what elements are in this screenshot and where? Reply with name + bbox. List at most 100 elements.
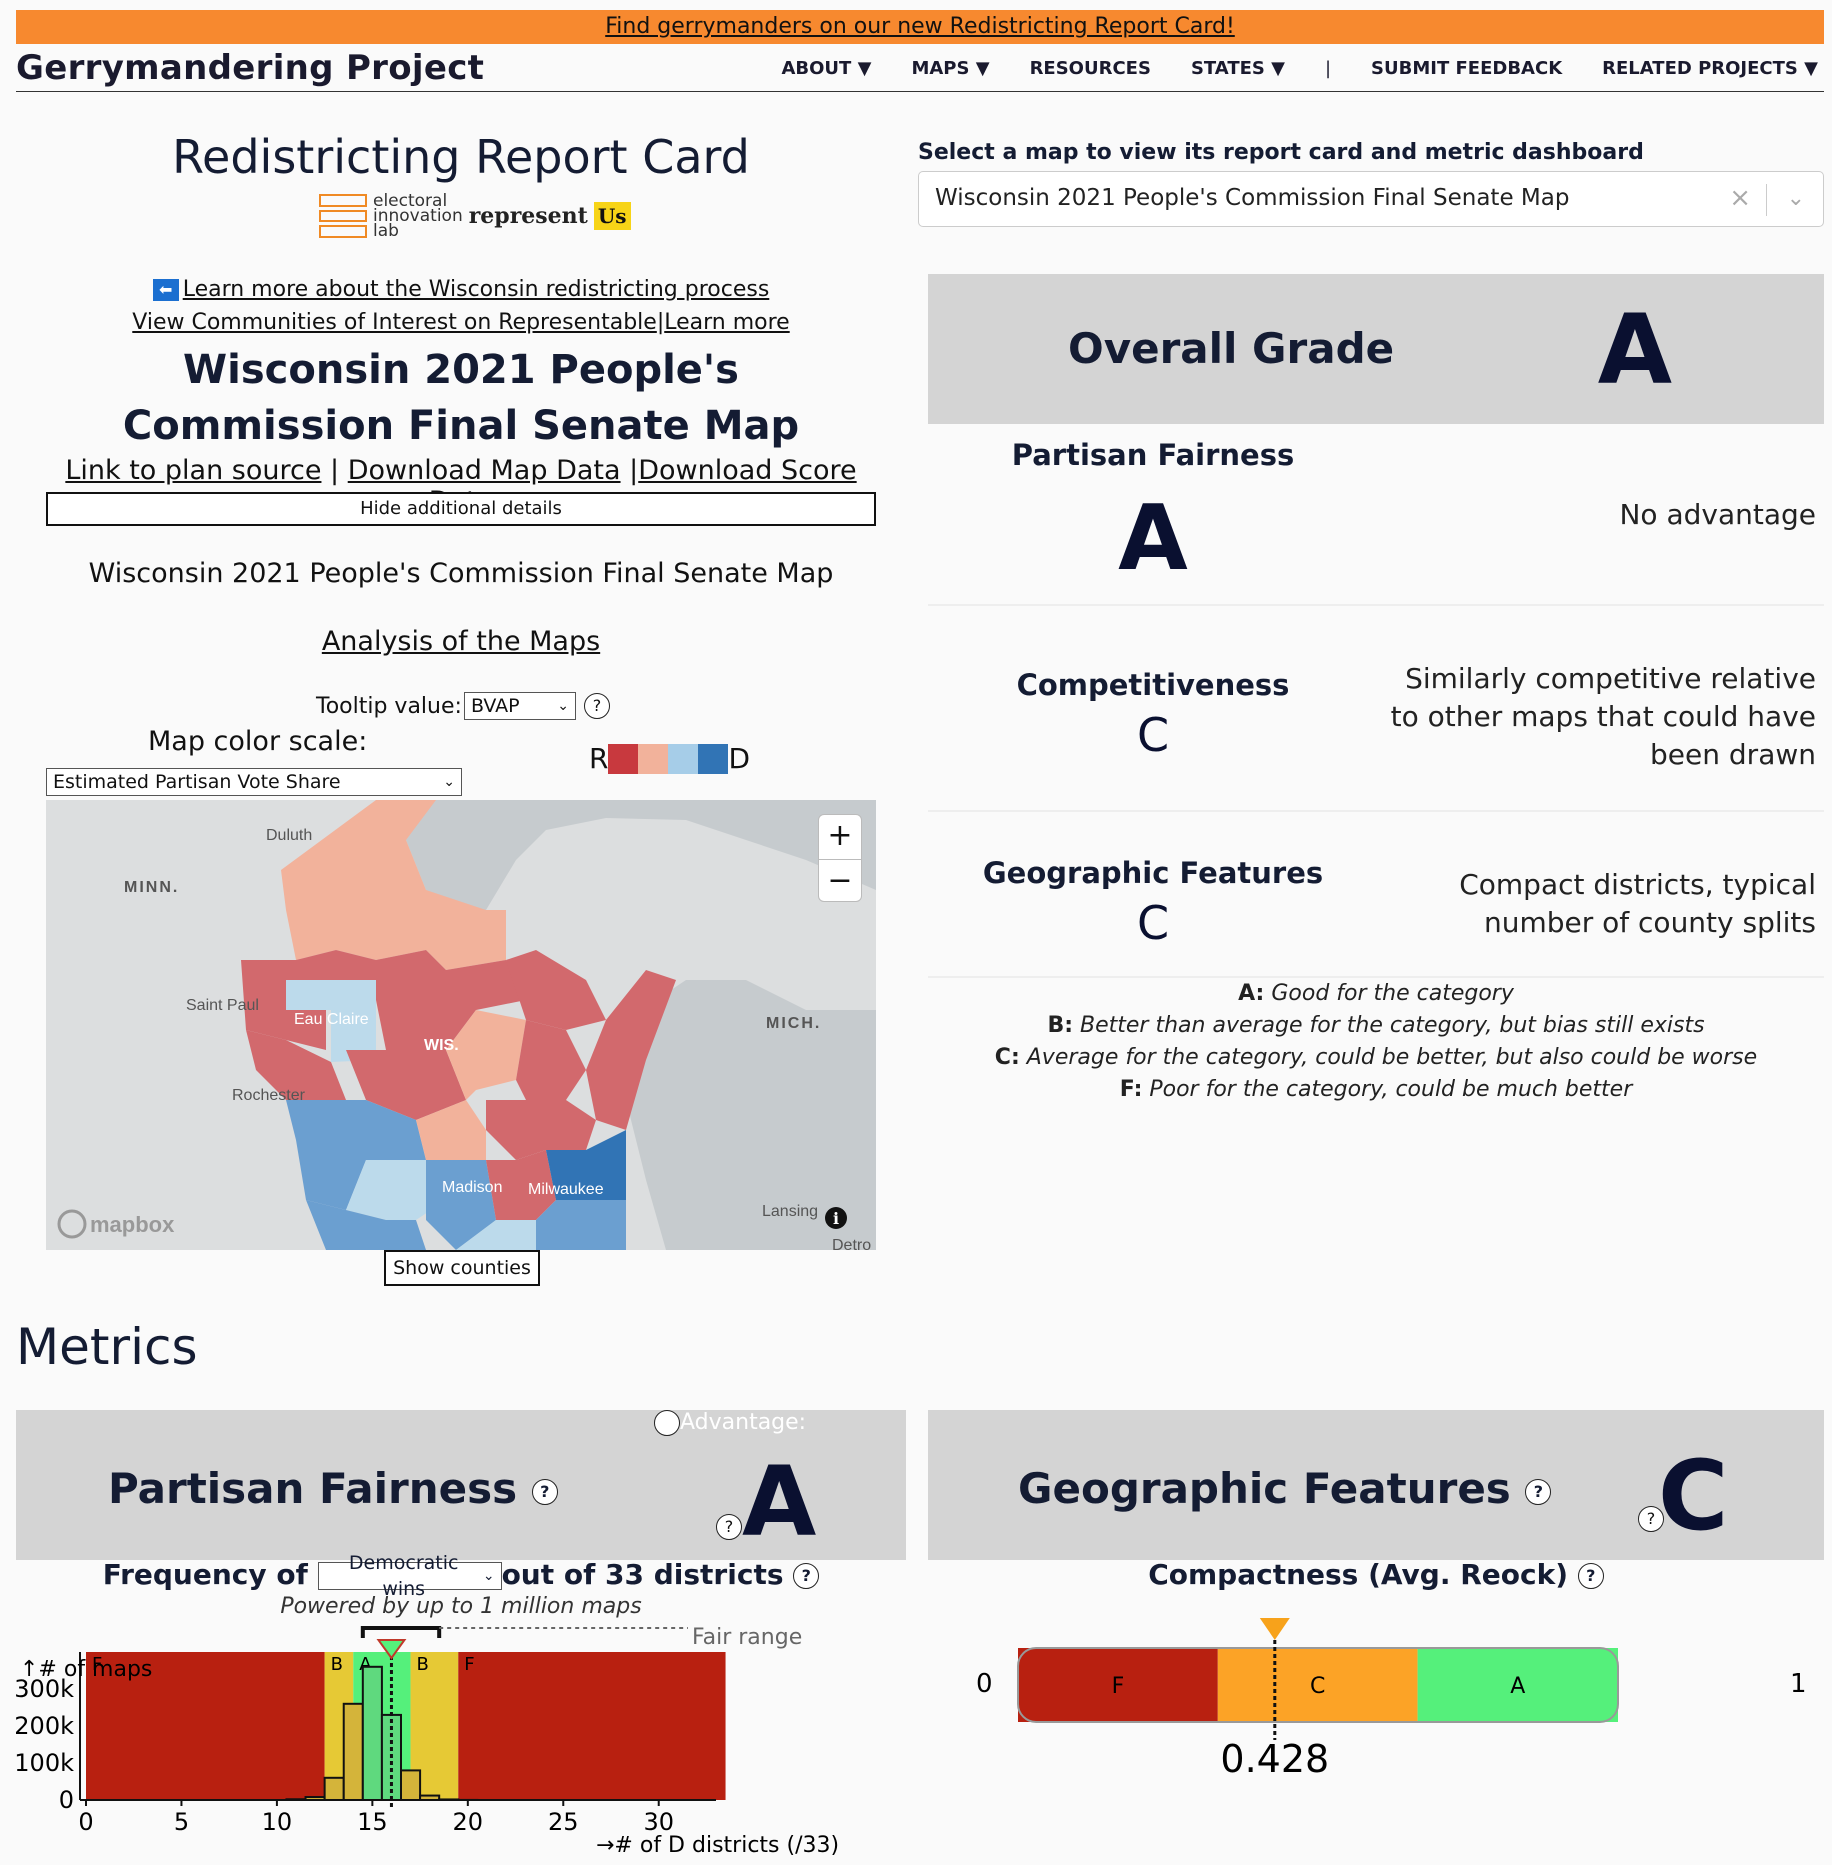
tooltip-select[interactable]: BVAP ⌄	[463, 692, 576, 720]
clear-icon[interactable]: ×	[1729, 183, 1751, 213]
show-counties-button[interactable]: Show counties	[384, 1250, 540, 1286]
district[interactable]	[506, 950, 606, 1030]
category-grade: C	[1136, 708, 1170, 762]
help-icon[interactable]: ?	[1638, 1506, 1664, 1532]
analysis-link[interactable]: Analysis of the Maps	[321, 626, 601, 657]
map-label-milwaukee: Milwaukee	[528, 1181, 604, 1198]
powered-by-note: Powered by up to 1 million maps	[280, 1594, 642, 1619]
help-icon[interactable]: ?	[793, 1563, 820, 1589]
district[interactable]	[426, 1160, 496, 1250]
help-icon[interactable]: ?	[1525, 1478, 1552, 1505]
advantage-label: ? Advantage:	[654, 1410, 806, 1436]
district[interactable]	[516, 1020, 586, 1100]
tooltip-label: Tooltip value:	[316, 693, 462, 719]
help-icon[interactable]: ?	[1577, 1563, 1604, 1589]
district[interactable]	[546, 1130, 626, 1200]
frequency-select[interactable]: Democratic wins ⌄	[317, 1552, 502, 1600]
district[interactable]	[346, 1050, 466, 1120]
district[interactable]	[346, 1160, 446, 1220]
tooltip-select-value: BVAP	[470, 695, 520, 717]
district-map[interactable]: Duluth MINN. Saint Paul Eau Claire WIS. …	[46, 800, 876, 1250]
grade-zone-label: B	[417, 1654, 429, 1675]
map-label-rochester: Rochester	[232, 1087, 306, 1104]
map-label-eau-claire: Eau Claire	[294, 1011, 369, 1028]
nav-resources[interactable]: RESOURCES	[1029, 58, 1151, 79]
plan-source-link[interactable]: Link to plan source	[65, 455, 322, 486]
district[interactable]	[306, 1200, 426, 1250]
x-tick-label: 10	[262, 1808, 293, 1836]
district[interactable]	[586, 970, 676, 1130]
y-axis-label: ↑# of maps	[20, 1657, 152, 1682]
geographic-features-metric-header: Geographic Features ? ? C	[928, 1410, 1824, 1560]
district[interactable]	[456, 1220, 536, 1250]
info-icon[interactable]	[825, 1207, 847, 1229]
help-icon[interactable]: ?	[583, 693, 610, 719]
district[interactable]	[376, 950, 526, 1050]
learn-more-row: ⬅ Learn more about the Wisconsin redistri…	[46, 277, 876, 302]
grade-zone	[458, 1652, 726, 1800]
color-scale-select[interactable]: Estimated Partisan Vote Share ⌄	[46, 768, 462, 796]
color-scale-label: Map color scale:	[148, 726, 368, 757]
district[interactable]	[486, 1150, 556, 1220]
help-icon[interactable]: ?	[531, 1478, 558, 1505]
x-axis-label: →# of D districts (/33)	[596, 1833, 839, 1858]
nav-related-projects[interactable]: RELATED PROJECTS ▼	[1602, 58, 1818, 79]
zoom-in-button[interactable]: +	[827, 818, 853, 853]
coi-learn-more-link[interactable]: Learn more	[664, 310, 790, 335]
nav-states[interactable]: STATES ▼	[1190, 58, 1285, 79]
link-separator: |	[321, 455, 348, 486]
legend-swatch	[668, 743, 699, 774]
compactness-max-label: 1	[1790, 1669, 1807, 1699]
map-label-wis: WIS.	[424, 1037, 459, 1054]
grade-key-item: F: Poor for the category, could be much …	[1119, 1077, 1633, 1102]
district[interactable]	[286, 1100, 426, 1210]
nav-maps[interactable]: MAPS ▼	[911, 58, 990, 79]
compactness-segment	[1217, 1648, 1418, 1722]
category-description: Similarly competitive relative to other …	[1390, 662, 1816, 771]
compactness-value: 0.428	[1220, 1737, 1329, 1781]
district[interactable]	[281, 800, 456, 960]
x-tick-label: 25	[548, 1808, 579, 1836]
map-label-madison: Madison	[442, 1179, 502, 1196]
data-links: Link to plan source | Download Map Data …	[46, 455, 876, 517]
grade-zone-label: F	[92, 1654, 102, 1675]
mapbox-logo-icon	[57, 1209, 87, 1239]
map-select-label: Select a map to view its report card and…	[918, 140, 1644, 165]
district[interactable]	[416, 1100, 486, 1160]
learn-process-link[interactable]: Learn more about the Wisconsin redistric…	[182, 277, 770, 302]
legend-swatch	[698, 743, 729, 774]
gf-metric-grade: C	[1658, 1440, 1729, 1552]
map-title: Wisconsin 2021 People's Commission Final…	[122, 347, 800, 449]
zoom-out-button[interactable]: −	[819, 859, 861, 903]
category-label: Partisan Fairness	[1011, 438, 1295, 472]
help-icon[interactable]: ?	[654, 1410, 680, 1436]
district[interactable]	[486, 1100, 596, 1160]
district[interactable]	[286, 980, 376, 1062]
map-label-saint-paul: Saint Paul	[186, 997, 259, 1014]
district[interactable]	[426, 890, 506, 970]
district[interactable]	[446, 1010, 526, 1100]
coi-link[interactable]: View Communities of Interest on Represen…	[132, 310, 657, 335]
eil-logo-text: electoral innovation lab	[373, 190, 463, 241]
color-legend: R D	[589, 742, 750, 775]
y-tick-label: 200k	[16, 1712, 74, 1740]
report-card-link[interactable]: Find gerrymanders on our new Redistricti…	[605, 14, 1235, 39]
nav-about[interactable]: ABOUT ▼	[781, 58, 872, 79]
site-brand[interactable]: Gerrymandering Project	[16, 48, 485, 88]
download-map-data-link[interactable]: Download Map Data	[347, 455, 621, 486]
hide-details-button[interactable]: Hide additional details	[46, 492, 876, 526]
histogram-bar	[342, 1702, 364, 1801]
link-separator: |	[620, 455, 639, 486]
help-icon[interactable]: ?	[716, 1514, 742, 1540]
district[interactable]	[246, 1030, 346, 1100]
eil-logo-icon	[319, 194, 367, 239]
y-tick-label: 0	[59, 1786, 74, 1814]
x-tick-label: 0	[78, 1808, 93, 1836]
represent-us-badge: Us	[593, 202, 631, 230]
map-select[interactable]: Wisconsin 2021 People's Commission Final…	[918, 171, 1824, 227]
nav-submit-feedback[interactable]: SUBMIT FEEDBACK	[1371, 58, 1563, 79]
district[interactable]	[536, 1200, 626, 1250]
chevron-down-icon[interactable]: ⌄	[1786, 186, 1805, 211]
map-label-mich: MICH.	[766, 1015, 821, 1032]
pf-metric-label: Partisan Fairness ?	[108, 1464, 558, 1513]
